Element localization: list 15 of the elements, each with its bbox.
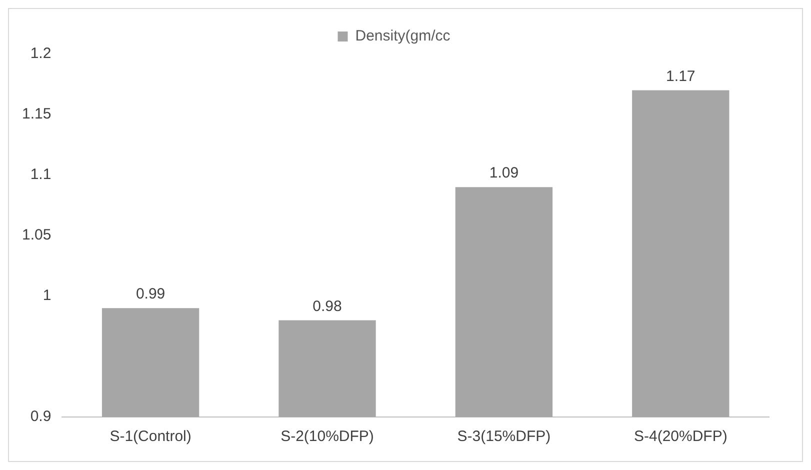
x-tick-label: S-1(Control) [110,428,192,446]
y-tick-label: 0.9 [30,408,52,426]
data-label: 1.17 [666,68,696,85]
y-tick-label: 1.1 [30,166,52,184]
y-tick-label: 1.2 [30,45,52,62]
x-tick-label: S-3(15%DFP) [457,428,551,446]
y-tick-label: 1.15 [22,106,52,123]
x-tick-label: S-2(10%DFP) [280,428,374,446]
data-label: 1.09 [489,164,519,182]
x-tick-label: S-4(20%DFP) [634,428,728,446]
legend-label: Density(gm/cc [355,28,451,45]
data-label: 0.99 [136,286,166,303]
y-tick-label: 1.05 [22,226,52,244]
y-tick-label: 1 [42,287,52,304]
data-label: 0.98 [312,298,342,315]
